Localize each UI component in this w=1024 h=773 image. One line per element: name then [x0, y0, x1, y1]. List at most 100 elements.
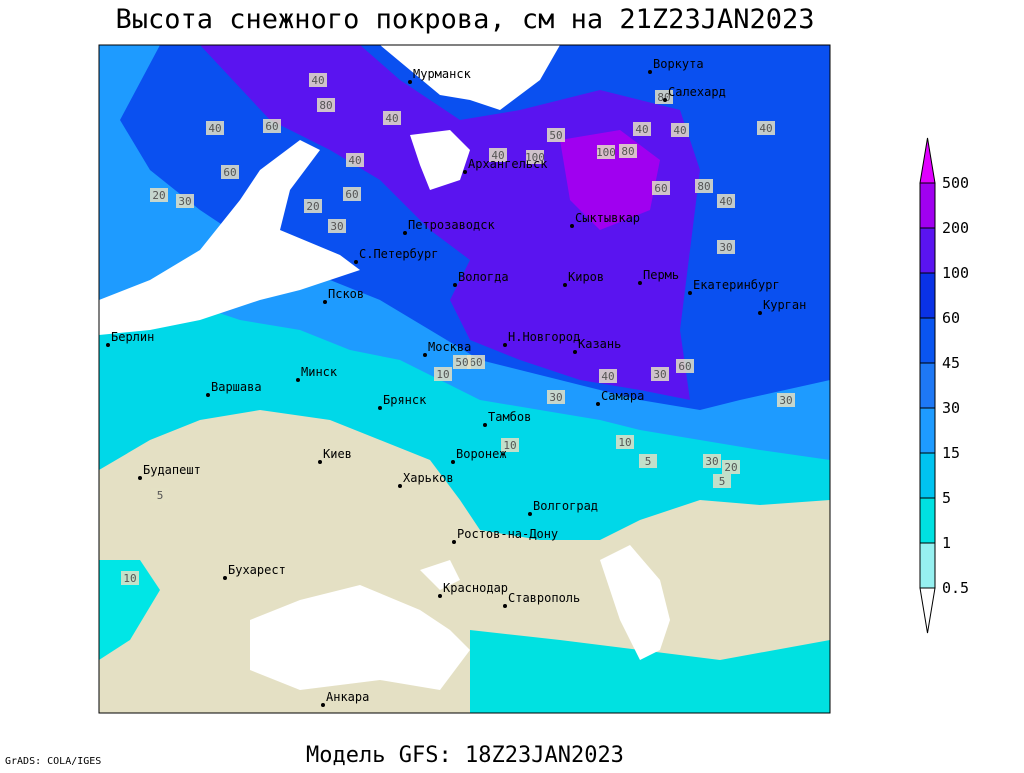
contour-label-box [639, 454, 657, 468]
colorbar-label: 100 [942, 264, 969, 282]
city-dot [321, 703, 325, 707]
colorbar-box [919, 272, 936, 319]
contour-label-box [717, 240, 735, 254]
contour-label-box [703, 454, 721, 468]
contour-label-box [695, 179, 713, 193]
colorbar-label: 500 [942, 174, 969, 192]
city-label: Брянск [383, 393, 427, 407]
city-label: Ставрополь [508, 591, 580, 605]
snow-low [99, 560, 160, 660]
city-dot [398, 484, 402, 488]
city-dot [648, 70, 652, 74]
contour-label: 80 [657, 91, 670, 104]
baltic-sea [99, 140, 360, 335]
colorbar-label: 30 [942, 399, 960, 417]
contour-label-box [676, 359, 694, 373]
city-label: Екатеринбург [693, 278, 780, 292]
colorbar-box [919, 317, 936, 364]
contour-label: 100 [596, 146, 616, 159]
caspian-sea [600, 545, 670, 660]
city-dot [378, 406, 382, 410]
contour-label: 20 [306, 200, 319, 213]
colorbar-box [919, 227, 936, 274]
contour-label-box [757, 121, 775, 135]
city-label: Тамбов [488, 410, 531, 424]
city-label: Вологда [458, 270, 509, 284]
contour-label-box [655, 90, 673, 104]
title: Высота снежного покрова, см на 21Z23JAN2… [116, 4, 815, 35]
contour-label-box [777, 393, 795, 407]
city-label: Самара [601, 389, 644, 403]
city-dot [296, 378, 300, 382]
city-label: Псков [328, 287, 364, 301]
contour-label-box [176, 194, 194, 208]
city-dot [403, 231, 407, 235]
contour-label-box [651, 367, 669, 381]
city-label: Казань [578, 337, 621, 351]
city-dot [206, 393, 210, 397]
white-sea [410, 130, 470, 190]
contour-label-box [713, 474, 731, 488]
city-label: Петрозаводск [408, 218, 495, 232]
city-dot [423, 353, 427, 357]
colorbar-box [919, 542, 936, 589]
contour-label-box [317, 98, 335, 112]
azov-sea [420, 560, 460, 590]
city-dot [138, 476, 142, 480]
map-frame [98, 44, 831, 714]
contour-label-box [206, 121, 224, 135]
contour-label: 50 [549, 129, 562, 142]
city-label: Анкара [326, 690, 369, 704]
contour-label: 30 [549, 391, 562, 404]
city-dot [451, 460, 455, 464]
snow-caucasus [470, 630, 830, 713]
contour-label: 10 [503, 439, 516, 452]
city-label: Краснодар [443, 581, 508, 595]
contour-label-box [328, 219, 346, 233]
contour-label: 40 [673, 124, 686, 137]
contour-label-box [597, 145, 615, 159]
contour-label: 100 [525, 151, 545, 164]
contour-label-box [547, 390, 565, 404]
city-label: Воркута [653, 57, 704, 71]
contour-label-box [616, 435, 634, 449]
contour-label: 5 [645, 455, 652, 468]
contour-label: 60 [654, 182, 667, 195]
city-label: Курган [763, 298, 806, 312]
contour-label: 60 [678, 360, 691, 373]
contour-label: 10 [436, 368, 449, 381]
contour-label-box [304, 199, 322, 213]
contour-label: 80 [621, 145, 634, 158]
city-dot [638, 281, 642, 285]
contour-label: 40 [385, 112, 398, 125]
contour-label-box [150, 188, 168, 202]
contour-label-box [501, 438, 519, 452]
snow-deep [200, 45, 700, 400]
contour-label-box [263, 119, 281, 133]
colorbar-box [919, 407, 936, 454]
city-dot [408, 80, 412, 84]
contour-label-box [343, 187, 361, 201]
contour-label-box [599, 369, 617, 383]
contour-label: 30 [779, 394, 792, 407]
contour-label-box [467, 355, 485, 369]
contour-label: 40 [719, 195, 732, 208]
city-dot [483, 423, 487, 427]
contour-label-box [434, 367, 452, 381]
city-dot [563, 283, 567, 287]
contour-label: 30 [653, 368, 666, 381]
city-label: Н.Новгород [508, 330, 580, 344]
colorbar-high-arrow [919, 137, 936, 184]
contour-label: 20 [152, 189, 165, 202]
contour-label: 20 [724, 461, 737, 474]
contour-label-box [309, 73, 327, 87]
city-dot [573, 350, 577, 354]
city-label: Москва [428, 340, 471, 354]
contour-label: 30 [178, 195, 191, 208]
city-label: Архангельск [468, 157, 548, 171]
contour-label: 40 [208, 122, 221, 135]
contour-label: 60 [223, 166, 236, 179]
colorbar-label: 200 [942, 219, 969, 237]
contour-label-box [619, 144, 637, 158]
contour-label-box [383, 111, 401, 125]
